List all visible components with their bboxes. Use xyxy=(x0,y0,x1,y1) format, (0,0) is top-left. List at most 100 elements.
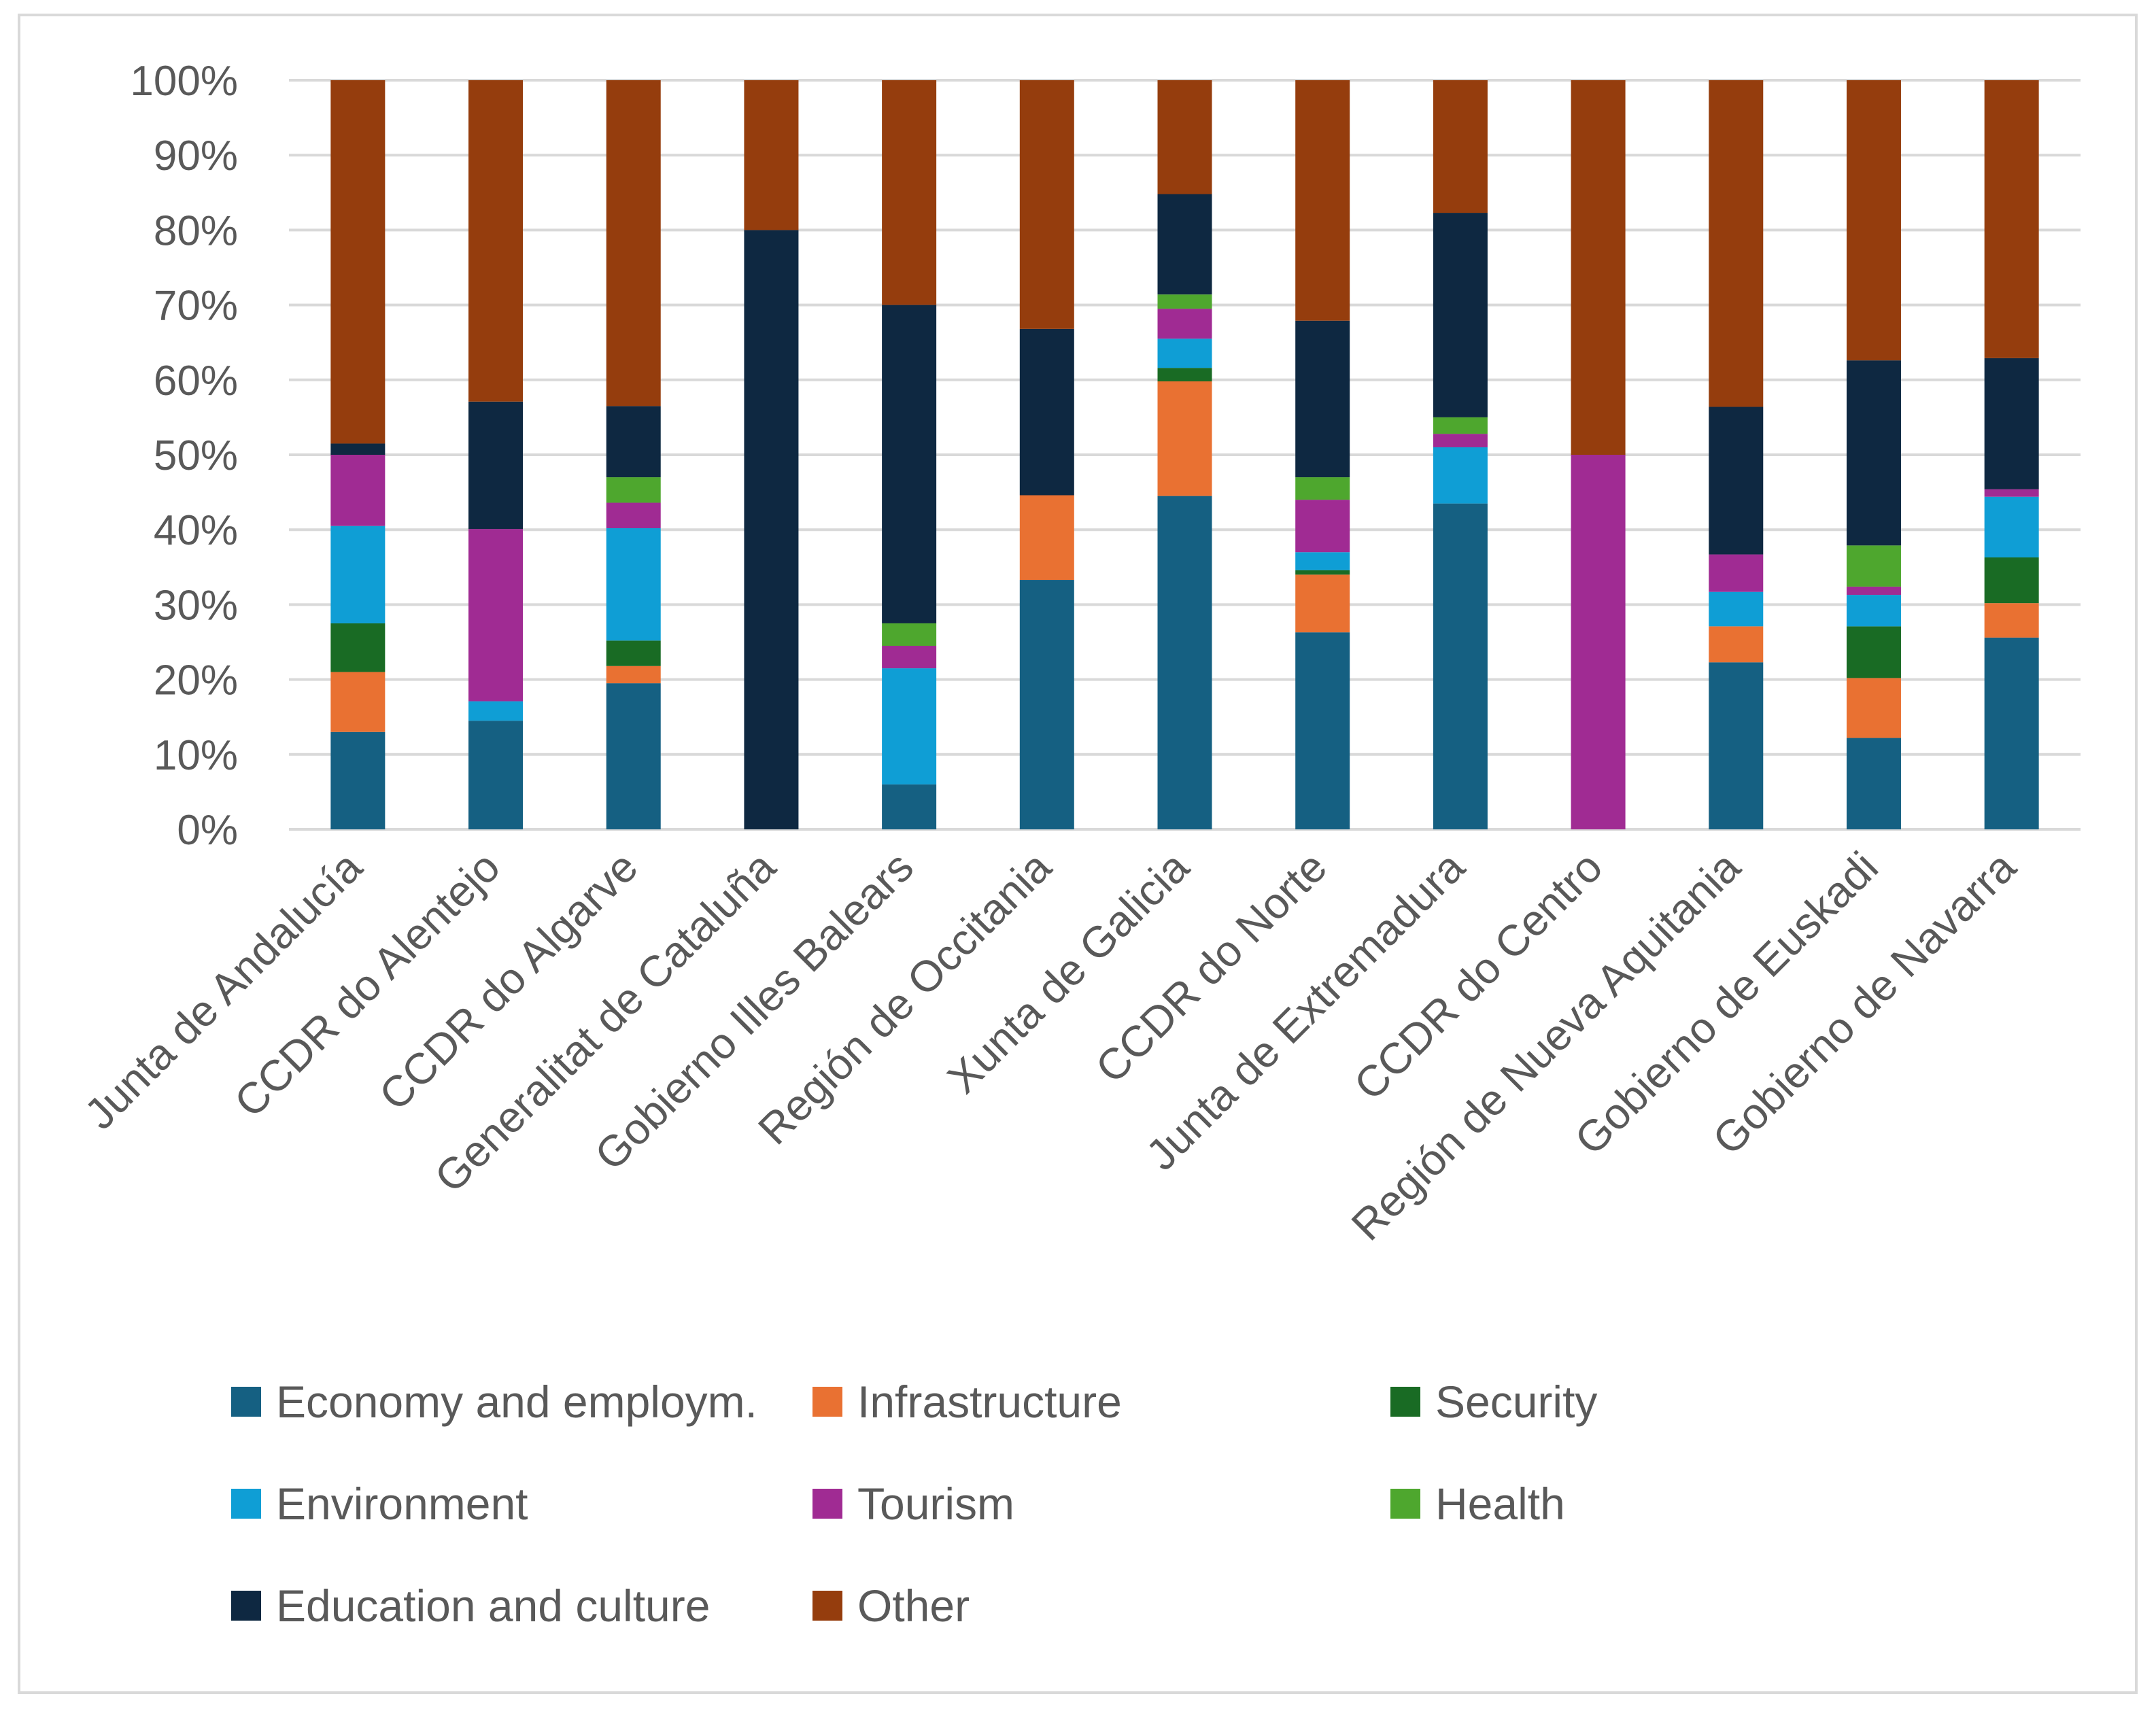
y-tick-label: 30% xyxy=(154,582,238,629)
bar-segment xyxy=(606,640,661,666)
bar-segment xyxy=(1846,80,1901,361)
bar-segment xyxy=(1984,557,2039,604)
bar-segment xyxy=(330,623,386,672)
x-tick-label: CCDR do Norte xyxy=(1086,842,1336,1092)
x-tick-label: CCDR do Centro xyxy=(1345,842,1612,1109)
bar-segment xyxy=(1433,447,1488,504)
bar-segment xyxy=(1709,662,1764,829)
x-tick-label: Xunta de Galicia xyxy=(938,842,1198,1103)
bar-segment xyxy=(330,455,386,526)
bar-segment xyxy=(1295,320,1350,478)
x-tick-label: CCDR do Algarve xyxy=(370,842,647,1120)
bar-segment xyxy=(1846,738,1901,829)
legend-swatch-environment xyxy=(231,1489,261,1519)
x-tick-label: CCDR do Alentejo xyxy=(225,842,509,1126)
bar-segment xyxy=(1709,554,1764,592)
bar-segment xyxy=(468,701,524,721)
legend-label-environment: Environment xyxy=(276,1479,528,1529)
bar-segment xyxy=(1433,417,1488,434)
bar-segment xyxy=(1157,80,1212,194)
bar-segment xyxy=(1157,309,1212,339)
y-tick-label: 0% xyxy=(177,807,238,854)
bar-segment xyxy=(1984,489,2039,497)
bar-segment xyxy=(606,666,661,684)
bar-segment xyxy=(1157,194,1212,295)
legend-label-security: Security xyxy=(1435,1377,1598,1427)
bars xyxy=(330,80,2039,829)
y-tick-label: 70% xyxy=(154,283,238,330)
bar-segment xyxy=(1709,591,1764,627)
bar-segment xyxy=(882,623,937,646)
bar-segment xyxy=(1846,595,1901,627)
bar-segment xyxy=(1846,545,1901,587)
y-tick-label: 100% xyxy=(130,58,238,105)
bar-segment xyxy=(744,80,799,230)
bar-segment xyxy=(1157,339,1212,368)
bar-segment xyxy=(1709,80,1764,407)
bar-segment xyxy=(330,731,386,829)
bar-segment xyxy=(330,672,386,732)
bar-segment xyxy=(1984,637,2039,829)
bar-segment xyxy=(1984,80,2039,358)
bar-segment xyxy=(882,80,937,305)
bar-segment xyxy=(1019,495,1074,581)
bar-segment xyxy=(1433,213,1488,417)
y-tick-label: 20% xyxy=(154,657,238,704)
bar-segment xyxy=(468,529,524,702)
bar-segment xyxy=(606,477,661,503)
bar-segment xyxy=(1433,434,1488,447)
bar-segment xyxy=(1295,632,1350,829)
bar-segment xyxy=(606,502,661,528)
bar-segment xyxy=(1295,80,1350,321)
bar-segment xyxy=(1433,80,1488,213)
y-tick-label: 80% xyxy=(154,207,238,254)
bar-segment xyxy=(882,305,937,623)
bar-segment xyxy=(468,80,524,402)
bar-segment xyxy=(1984,496,2039,557)
bar-segment xyxy=(1295,570,1350,575)
bar-segment xyxy=(606,80,661,407)
legend-item: Other xyxy=(812,1578,1390,1633)
bar-segment xyxy=(1709,407,1764,555)
legend-label-education: Education and culture xyxy=(276,1581,711,1631)
bar-segment xyxy=(882,646,937,669)
bar-segment xyxy=(1984,358,2039,489)
bar-segment xyxy=(1846,626,1901,678)
legend-swatch-infrastructure xyxy=(812,1387,842,1417)
legend-label-other: Other xyxy=(857,1581,970,1631)
y-tick-label: 50% xyxy=(154,432,238,479)
legend-item: Economy and employm. xyxy=(231,1375,812,1429)
legend-item: Infrastructure xyxy=(812,1375,1390,1429)
chart-legend: Economy and employm. Infrastructure Secu… xyxy=(231,1375,1727,1633)
legend-swatch-economy xyxy=(231,1387,261,1417)
bar-segment xyxy=(1433,503,1488,829)
bar-segment xyxy=(1846,586,1901,595)
bar-segment xyxy=(330,80,386,444)
bar-segment xyxy=(1846,678,1901,738)
bar-segment xyxy=(606,406,661,478)
bar-segment xyxy=(882,784,937,829)
bar-segment xyxy=(330,525,386,623)
legend-label-health: Health xyxy=(1435,1479,1565,1529)
legend-item: Education and culture xyxy=(231,1578,812,1633)
bar-segment xyxy=(1019,580,1074,829)
y-axis-ticks: 0% 10% 20% 30% 40% 50% 60% 70% 80% 90% 100% xyxy=(130,58,238,854)
bar-segment xyxy=(1295,552,1350,570)
bar-segment xyxy=(1295,500,1350,553)
bar-segment xyxy=(882,668,937,784)
bar-segment xyxy=(606,683,661,829)
bar-segment xyxy=(468,721,524,829)
bar-segment xyxy=(1846,360,1901,546)
bar-segment xyxy=(1295,574,1350,633)
y-tick-label: 40% xyxy=(154,507,238,554)
bar-segment xyxy=(1984,603,2039,638)
legend-item: Tourism xyxy=(812,1477,1390,1531)
bar-segment xyxy=(1157,368,1212,382)
bar-segment xyxy=(1157,496,1212,829)
bar-segment xyxy=(1295,477,1350,500)
legend-swatch-education xyxy=(231,1591,261,1621)
y-tick-label: 10% xyxy=(154,732,238,779)
bar-segment xyxy=(468,401,524,530)
